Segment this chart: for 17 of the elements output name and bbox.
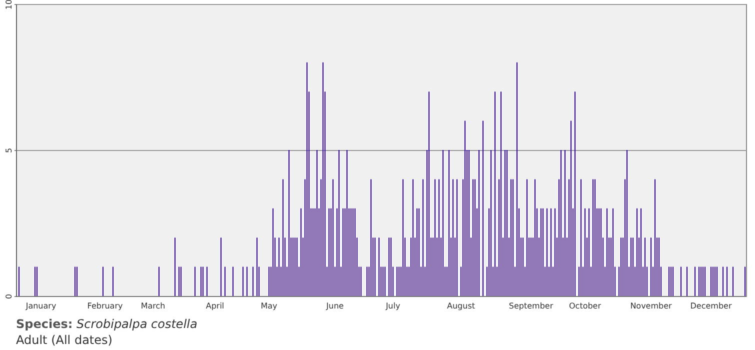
x-tick-label: August	[447, 302, 475, 310]
x-tick-label: February	[87, 302, 123, 310]
x-tick-label: June	[325, 302, 344, 310]
x-tick-label: May	[260, 302, 278, 310]
x-tick-label: October	[568, 302, 602, 310]
text: Species: Scrobipalpa costella	[16, 317, 198, 331]
x-tick-label: September	[508, 302, 554, 310]
x-tick-label: March	[140, 302, 166, 310]
x-tick-label: December	[690, 302, 732, 310]
text: Adult (All dates)	[16, 332, 114, 348]
x-tick-label: November	[630, 302, 673, 310]
x-tick-label: April	[206, 302, 224, 310]
x-tick-label: July	[384, 302, 400, 310]
y-tick-label: 5	[4, 148, 14, 154]
y-tick-label: 10	[4, 0, 14, 10]
x-tick-label: January	[24, 302, 56, 310]
y-tick-label: 0	[4, 294, 14, 300]
